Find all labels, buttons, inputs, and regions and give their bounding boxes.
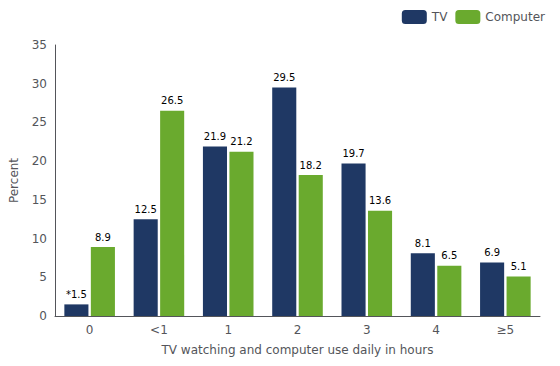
svg-text:Computer: Computer [485, 10, 545, 24]
svg-text:8.9: 8.9 [95, 232, 111, 243]
svg-text:35: 35 [32, 38, 47, 52]
svg-text:5.1: 5.1 [511, 261, 527, 272]
svg-text:0: 0 [86, 323, 94, 337]
svg-text:2: 2 [294, 323, 302, 337]
svg-text:8.1: 8.1 [415, 238, 431, 249]
svg-text:20: 20 [32, 154, 47, 168]
svg-text:21.2: 21.2 [230, 136, 252, 147]
svg-text:29.5: 29.5 [273, 72, 295, 83]
svg-text:12.5: 12.5 [135, 204, 157, 215]
svg-text:15: 15 [32, 193, 47, 207]
svg-text:19.7: 19.7 [342, 148, 364, 159]
svg-text:26.5: 26.5 [161, 95, 183, 106]
svg-text:1: 1 [224, 323, 232, 337]
svg-text:25: 25 [32, 115, 47, 129]
svg-text:≥5: ≥5 [497, 323, 515, 337]
svg-text:18.2: 18.2 [300, 160, 322, 171]
svg-text:0: 0 [39, 309, 47, 323]
svg-text:Percent: Percent [7, 158, 21, 203]
svg-text:*1.5: *1.5 [66, 289, 87, 300]
svg-text:4: 4 [432, 323, 440, 337]
svg-text:5: 5 [39, 270, 47, 284]
svg-text:6.5: 6.5 [441, 250, 457, 261]
svg-text:21.9: 21.9 [204, 131, 226, 142]
svg-text:TV: TV [431, 10, 448, 24]
svg-text:<1: <1 [150, 323, 168, 337]
svg-text:TV watching and computer use d: TV watching and computer use daily in ho… [161, 343, 434, 357]
svg-text:3: 3 [363, 323, 371, 337]
svg-text:10: 10 [32, 232, 47, 246]
svg-text:13.6: 13.6 [369, 195, 391, 206]
svg-text:30: 30 [32, 77, 47, 91]
svg-text:6.9: 6.9 [484, 247, 500, 258]
